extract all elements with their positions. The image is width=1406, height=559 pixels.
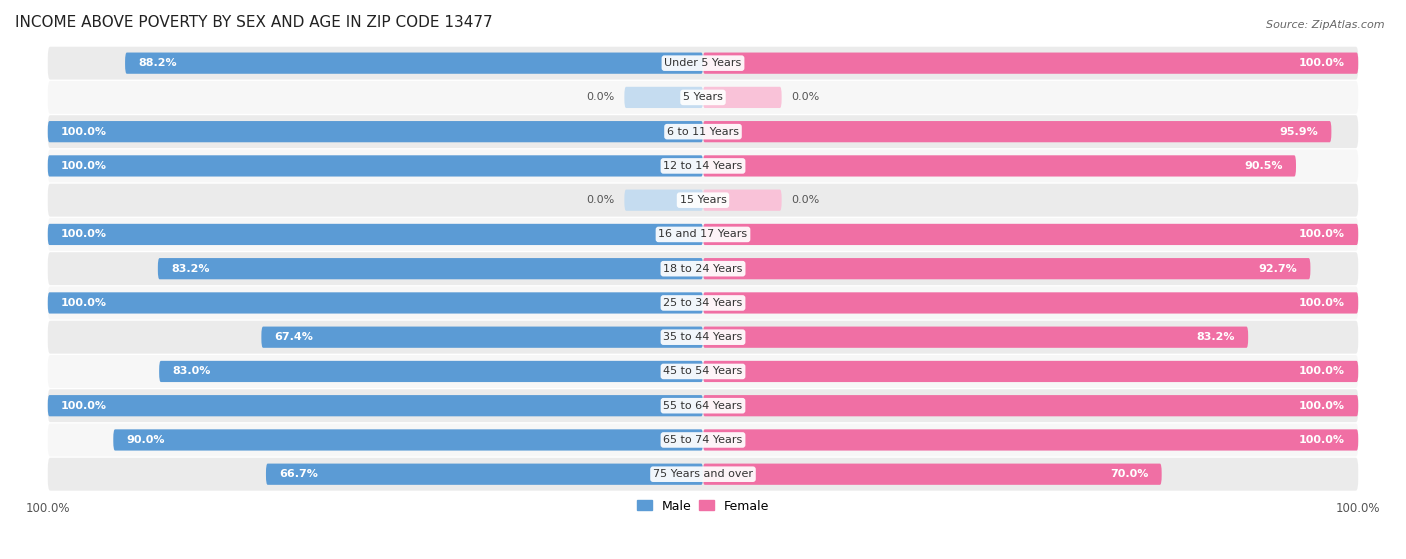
FancyBboxPatch shape [703,190,782,211]
Text: 83.2%: 83.2% [1197,332,1234,342]
FancyBboxPatch shape [703,463,1161,485]
Text: 100.0%: 100.0% [60,229,107,239]
FancyBboxPatch shape [48,395,703,416]
Text: 5 Years: 5 Years [683,92,723,102]
FancyBboxPatch shape [48,321,1358,354]
FancyBboxPatch shape [703,292,1358,314]
FancyBboxPatch shape [703,121,1331,143]
Text: 100.0%: 100.0% [1299,229,1346,239]
Text: 100.0%: 100.0% [1299,435,1346,445]
Text: 100.0%: 100.0% [60,161,107,171]
Text: 6 to 11 Years: 6 to 11 Years [666,127,740,136]
Text: 70.0%: 70.0% [1111,469,1149,479]
Text: 12 to 14 Years: 12 to 14 Years [664,161,742,171]
FancyBboxPatch shape [48,355,1358,388]
Text: 95.9%: 95.9% [1279,127,1319,136]
FancyBboxPatch shape [262,326,703,348]
Text: 100.0%: 100.0% [1299,58,1346,68]
FancyBboxPatch shape [48,287,1358,319]
Text: 66.7%: 66.7% [278,469,318,479]
FancyBboxPatch shape [48,389,1358,422]
FancyBboxPatch shape [624,87,703,108]
Text: 0.0%: 0.0% [792,195,820,205]
FancyBboxPatch shape [48,121,703,143]
FancyBboxPatch shape [48,424,1358,456]
FancyBboxPatch shape [624,190,703,211]
Text: 67.4%: 67.4% [274,332,314,342]
FancyBboxPatch shape [703,429,1358,451]
FancyBboxPatch shape [48,155,703,177]
FancyBboxPatch shape [114,429,703,451]
FancyBboxPatch shape [703,395,1358,416]
Text: 92.7%: 92.7% [1258,264,1298,274]
Text: 100.0%: 100.0% [60,401,107,411]
Text: 90.5%: 90.5% [1244,161,1282,171]
FancyBboxPatch shape [703,326,1249,348]
Text: 16 and 17 Years: 16 and 17 Years [658,229,748,239]
FancyBboxPatch shape [266,463,703,485]
Text: INCOME ABOVE POVERTY BY SEX AND AGE IN ZIP CODE 13477: INCOME ABOVE POVERTY BY SEX AND AGE IN Z… [15,15,492,30]
Text: 0.0%: 0.0% [586,92,614,102]
FancyBboxPatch shape [159,361,703,382]
Legend: Male, Female: Male, Female [631,495,775,518]
FancyBboxPatch shape [48,292,703,314]
Text: 88.2%: 88.2% [138,58,177,68]
Text: 100.0%: 100.0% [60,127,107,136]
Text: 55 to 64 Years: 55 to 64 Years [664,401,742,411]
Text: 18 to 24 Years: 18 to 24 Years [664,264,742,274]
Text: 100.0%: 100.0% [1299,367,1346,376]
FancyBboxPatch shape [48,47,1358,79]
FancyBboxPatch shape [48,149,1358,182]
Text: 65 to 74 Years: 65 to 74 Years [664,435,742,445]
FancyBboxPatch shape [703,258,1310,280]
FancyBboxPatch shape [48,218,1358,251]
Text: 35 to 44 Years: 35 to 44 Years [664,332,742,342]
Text: 83.2%: 83.2% [172,264,209,274]
FancyBboxPatch shape [703,224,1358,245]
FancyBboxPatch shape [157,258,703,280]
Text: 0.0%: 0.0% [586,195,614,205]
Text: 90.0%: 90.0% [127,435,165,445]
FancyBboxPatch shape [48,224,703,245]
FancyBboxPatch shape [48,115,1358,148]
Text: 100.0%: 100.0% [1299,298,1346,308]
Text: 75 Years and over: 75 Years and over [652,469,754,479]
FancyBboxPatch shape [703,361,1358,382]
Text: 100.0%: 100.0% [1299,401,1346,411]
FancyBboxPatch shape [48,81,1358,114]
FancyBboxPatch shape [703,53,1358,74]
FancyBboxPatch shape [703,155,1296,177]
Text: 0.0%: 0.0% [792,92,820,102]
FancyBboxPatch shape [703,87,782,108]
FancyBboxPatch shape [48,458,1358,491]
Text: 100.0%: 100.0% [60,298,107,308]
Text: 15 Years: 15 Years [679,195,727,205]
Text: 25 to 34 Years: 25 to 34 Years [664,298,742,308]
Text: Source: ZipAtlas.com: Source: ZipAtlas.com [1267,20,1385,30]
Text: Under 5 Years: Under 5 Years [665,58,741,68]
Text: 83.0%: 83.0% [173,367,211,376]
Text: 45 to 54 Years: 45 to 54 Years [664,367,742,376]
FancyBboxPatch shape [48,184,1358,217]
FancyBboxPatch shape [48,252,1358,285]
FancyBboxPatch shape [125,53,703,74]
